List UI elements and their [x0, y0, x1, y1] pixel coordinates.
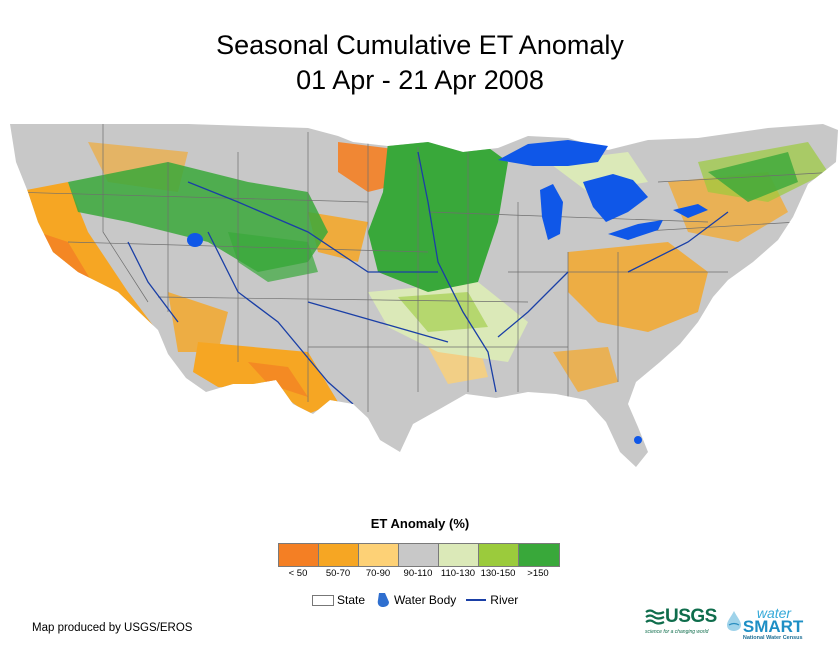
strong-wet-areas — [68, 140, 798, 292]
legend-title: ET Anomaly (%) — [370, 516, 470, 531]
legend-state: State — [312, 593, 365, 607]
river-line-icon — [466, 599, 487, 601]
legend-swatch-50-70 — [319, 544, 359, 566]
lake-huron — [583, 174, 648, 222]
map-date-range: 01 Apr - 21 Apr 2008 — [296, 65, 544, 95]
lake-superior — [498, 140, 608, 166]
usgs-tagline: science for a changing world — [645, 629, 709, 635]
legend-swatch-lt50 — [279, 544, 319, 566]
legend-label: 70-90 — [365, 568, 391, 579]
legend-color-bar — [278, 543, 560, 567]
watersmart-logo: water SMART National Water Census — [725, 606, 803, 642]
great-salt-lake — [187, 233, 203, 247]
usgs-text: USGS — [665, 606, 717, 627]
map-title: Seasonal Cumulative ET Anomaly — [216, 30, 624, 60]
water-drop-logo-icon — [726, 611, 741, 631]
usgs-logo: USGS science for a changing world — [645, 606, 717, 635]
water-bodies — [187, 140, 708, 444]
legend-label: 110-130 — [440, 568, 476, 579]
legend-label: 130-150 — [480, 568, 516, 579]
symbol-legend: State Water Body River — [312, 592, 528, 608]
lake-erie — [608, 220, 663, 240]
watersmart-main-text: SMART — [742, 617, 804, 636]
legend-label: 90-110 — [403, 568, 433, 579]
map-credit: Map produced by USGS/EROS — [32, 622, 193, 634]
lake-michigan — [540, 184, 563, 240]
legend-swatch-gt150 — [519, 544, 559, 566]
lake-okeechobee — [634, 436, 642, 444]
legend-river-label: River — [490, 593, 519, 607]
logos: USGS science for a changing world water … — [645, 606, 803, 642]
rivers — [127, 151, 729, 405]
legend-swatch-90-110 — [399, 544, 439, 566]
legend-swatch-130-150 — [479, 544, 519, 566]
usgs-wave-icon — [645, 609, 665, 625]
legend-label: < 50 — [288, 568, 308, 579]
state-symbol-icon — [312, 594, 334, 606]
legend-label: 50-70 — [325, 568, 351, 579]
legend-state-label: State — [337, 593, 366, 607]
watersmart-subtitle: National Water Census — [742, 635, 803, 641]
water-drop-icon — [377, 593, 390, 607]
legend-river: River — [466, 593, 518, 607]
watersmart-top-text: water — [756, 605, 792, 621]
legend-labels: < 50 50-70 70-90 90-110 110-130 130-150 … — [278, 568, 558, 579]
legend-water-body: Water Body — [375, 592, 456, 608]
legend-water-label: Water Body — [394, 593, 457, 607]
legend-swatch-70-90 — [359, 544, 399, 566]
legend-swatch-110-130 — [439, 544, 479, 566]
lake-ontario — [673, 204, 708, 218]
et-anomaly-map — [8, 122, 840, 482]
legend-label: >150 — [527, 568, 549, 579]
